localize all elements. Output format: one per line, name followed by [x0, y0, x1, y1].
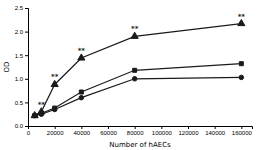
plot-area [31, 19, 245, 117]
x-tick-mark [241, 126, 242, 129]
x-tick-mark [81, 126, 82, 129]
x-tick-label: 20000 [47, 130, 64, 136]
y-tick: 0.0 [15, 123, 28, 129]
x-axis-title: Number of hAECs [109, 141, 171, 149]
x-tick-mark [135, 126, 136, 129]
x-tick-mark [215, 126, 216, 129]
y-tick-label: 1.0 [15, 76, 24, 82]
x-tick: 40000 [73, 126, 90, 136]
y-tick-mark [25, 32, 28, 33]
x-tick-mark [55, 126, 56, 129]
x-tick: 20000 [47, 126, 64, 136]
y-tick-mark [25, 79, 28, 80]
y-tick: 1.0 [15, 76, 28, 82]
y-axis-line [25, 9, 29, 127]
significance-label: ** [51, 73, 59, 81]
y-tick-mark [25, 55, 28, 56]
series-line [35, 77, 242, 115]
y-axis: 0.0 0.5 1.0 1.5 2.0 2.5 [15, 5, 29, 129]
y-tick: 0.5 [15, 100, 28, 106]
point [239, 75, 244, 80]
annotations: ** ** ** ** ** [38, 13, 246, 109]
x-tick-mark [188, 126, 189, 129]
y-tick-label: 0.0 [15, 123, 24, 129]
y-tick-label: 0.5 [15, 100, 24, 106]
x-tick-label: 120000 [178, 130, 199, 136]
y-tick: 2.0 [15, 29, 28, 35]
y-tick-label: 2.0 [15, 29, 24, 35]
x-tick: 0 [27, 126, 31, 136]
point [79, 90, 83, 94]
series [33, 62, 244, 118]
x-tick-label: 140000 [205, 130, 226, 136]
point [239, 62, 243, 66]
y-tick-label: 2.5 [15, 5, 24, 11]
point [31, 112, 38, 118]
y-axis-title: OD [3, 62, 11, 73]
series [32, 75, 243, 118]
y-tick-mark [25, 8, 28, 9]
series [31, 19, 245, 117]
series-line [35, 64, 242, 116]
y-tick-mark [25, 126, 28, 127]
significance-label: ** [38, 101, 46, 109]
significance-label: ** [238, 13, 246, 21]
x-tick-label: 100000 [152, 130, 173, 136]
x-axis: 0 20000 40000 60000 80000 100000 120000 140000 1… [27, 126, 253, 136]
y-tick-mark [25, 102, 28, 103]
x-tick: 80000 [127, 126, 144, 136]
x-tick: 140000 [205, 126, 226, 136]
x-tick: 60000 [100, 126, 117, 136]
point [79, 95, 84, 100]
x-tick: 100000 [152, 126, 173, 136]
x-tick: 160000 [232, 126, 253, 136]
x-tick-label: 160000 [232, 130, 253, 136]
x-tick-label: 80000 [127, 130, 144, 136]
x-axis-line [29, 127, 253, 130]
point [133, 68, 137, 72]
x-tick-mark [161, 126, 162, 129]
x-tick-label: 0 [27, 130, 31, 136]
x-tick-label: 60000 [100, 130, 117, 136]
y-tick: 1.5 [15, 53, 28, 59]
chart: 0 20000 40000 60000 80000 100000 120000 140000 1… [0, 0, 262, 150]
series-line [35, 24, 242, 116]
x-tick-label: 40000 [73, 130, 90, 136]
point [132, 77, 137, 82]
x-tick-mark [108, 126, 109, 129]
significance-label: ** [78, 47, 86, 55]
point [53, 106, 57, 110]
y-tick: 2.5 [15, 5, 28, 11]
x-tick: 120000 [178, 126, 199, 136]
significance-label: ** [131, 25, 139, 33]
y-tick-label: 1.5 [15, 53, 24, 59]
